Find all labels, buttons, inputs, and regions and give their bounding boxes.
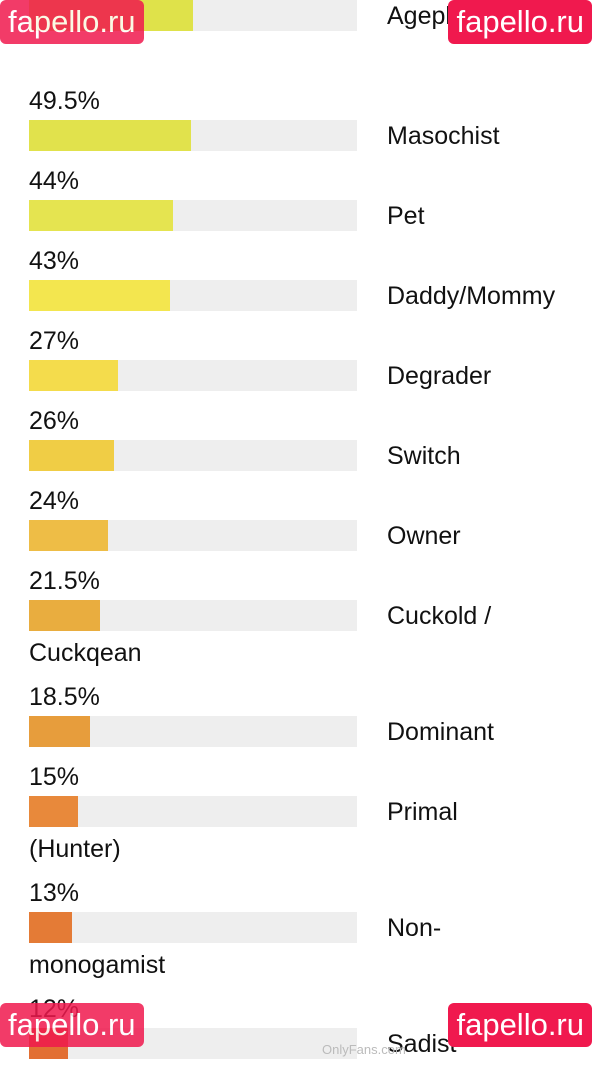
poll-option-label: Daddy/Mommy [387,282,556,310]
poll-option-label: Masochist [387,122,500,150]
poll-option-label: Primal [387,798,458,826]
poll-percent: 44% [29,167,80,195]
watermark-bottom-right: fapello.ru [448,1003,592,1047]
poll-row: 27% Degrader [0,326,592,406]
poll-row: 43% Daddy/Mommy [0,246,592,326]
poll-row: 44% Pet [0,166,592,246]
poll-percent: 49.5% [29,87,100,115]
poll-option-label: Switch [387,442,461,470]
poll-bar-track [29,716,357,747]
poll-option-label: Degrader [387,362,492,390]
poll-row: 13% Non-monogamist [0,878,592,979]
poll-row: 21.5% Cuckold / Cuckqean [0,566,592,667]
poll-bar-fill [29,716,90,747]
poll-bar-track [29,200,357,231]
poll-bar-track [29,600,357,631]
poll-bar-fill [29,912,72,943]
poll-percent: 15% [29,763,80,791]
poll-option-label: Cuckold / [387,602,492,630]
poll-bar-track [29,520,357,551]
poll-option-label: Sadist [387,1030,457,1058]
poll-bar-track [29,796,357,827]
poll-bar-track [29,280,357,311]
poll-bar-track [29,440,357,471]
poll-percent: 18.5% [29,683,100,711]
poll-percent: 24% [29,487,80,515]
poll-percent: 27% [29,327,80,355]
watermark-top-left: fapello.ru [0,0,144,44]
poll-bar-fill [29,280,170,311]
poll-percent: 43% [29,247,80,275]
poll-option-label: Pet [387,202,425,230]
poll-option-label-continued: (Hunter) [29,835,121,863]
poll-option-label-continued: Cuckqean [29,639,142,667]
watermark-top-right: fapello.ru [448,0,592,44]
poll-bar-fill [29,200,173,231]
poll-row: 26% Switch [0,406,592,486]
poll-bar-fill [29,360,118,391]
poll-bar-fill [29,796,78,827]
poll-bar-fill [29,440,114,471]
poll-option-label: Non- [387,914,442,942]
poll-row: 18.5% Dominant [0,682,592,762]
poll-percent: 26% [29,407,80,435]
platform-watermark: OnlyFans.com [322,1042,406,1057]
watermark-bottom-left: fapello.ru [0,1003,144,1047]
poll-option-label: Dominant [387,718,494,746]
poll-option-label-continued: monogamist [29,951,166,979]
poll-bar-fill [29,520,108,551]
poll-row: 24% Owner [0,486,592,566]
poll-percent: 13% [29,879,80,907]
poll-bar-fill [29,120,191,151]
poll-row: 49.5% Masochist [0,86,592,166]
poll-bar-track [29,120,357,151]
poll-row: 15% Primal (Hunter) [0,762,592,863]
poll-option-label: Owner [387,522,461,550]
poll-bar-track [29,360,357,391]
poll-percent: 21.5% [29,567,100,595]
poll-bar-track [29,912,357,943]
poll-bar-fill [29,600,100,631]
